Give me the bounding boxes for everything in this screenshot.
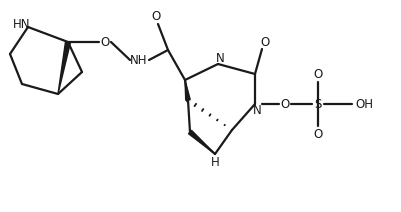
Polygon shape [58, 42, 70, 94]
Text: S: S [314, 98, 321, 110]
Text: O: O [279, 98, 289, 110]
Text: O: O [313, 127, 322, 141]
Text: O: O [313, 67, 322, 81]
Text: NH: NH [130, 53, 148, 67]
Text: HN: HN [13, 18, 30, 31]
Text: H: H [210, 156, 219, 170]
Text: O: O [100, 35, 109, 49]
Text: OH: OH [354, 98, 372, 110]
Polygon shape [188, 130, 215, 154]
Text: N: N [252, 103, 261, 117]
Text: O: O [260, 35, 269, 49]
Text: N: N [215, 52, 224, 64]
Polygon shape [184, 80, 190, 100]
Text: O: O [151, 11, 160, 24]
